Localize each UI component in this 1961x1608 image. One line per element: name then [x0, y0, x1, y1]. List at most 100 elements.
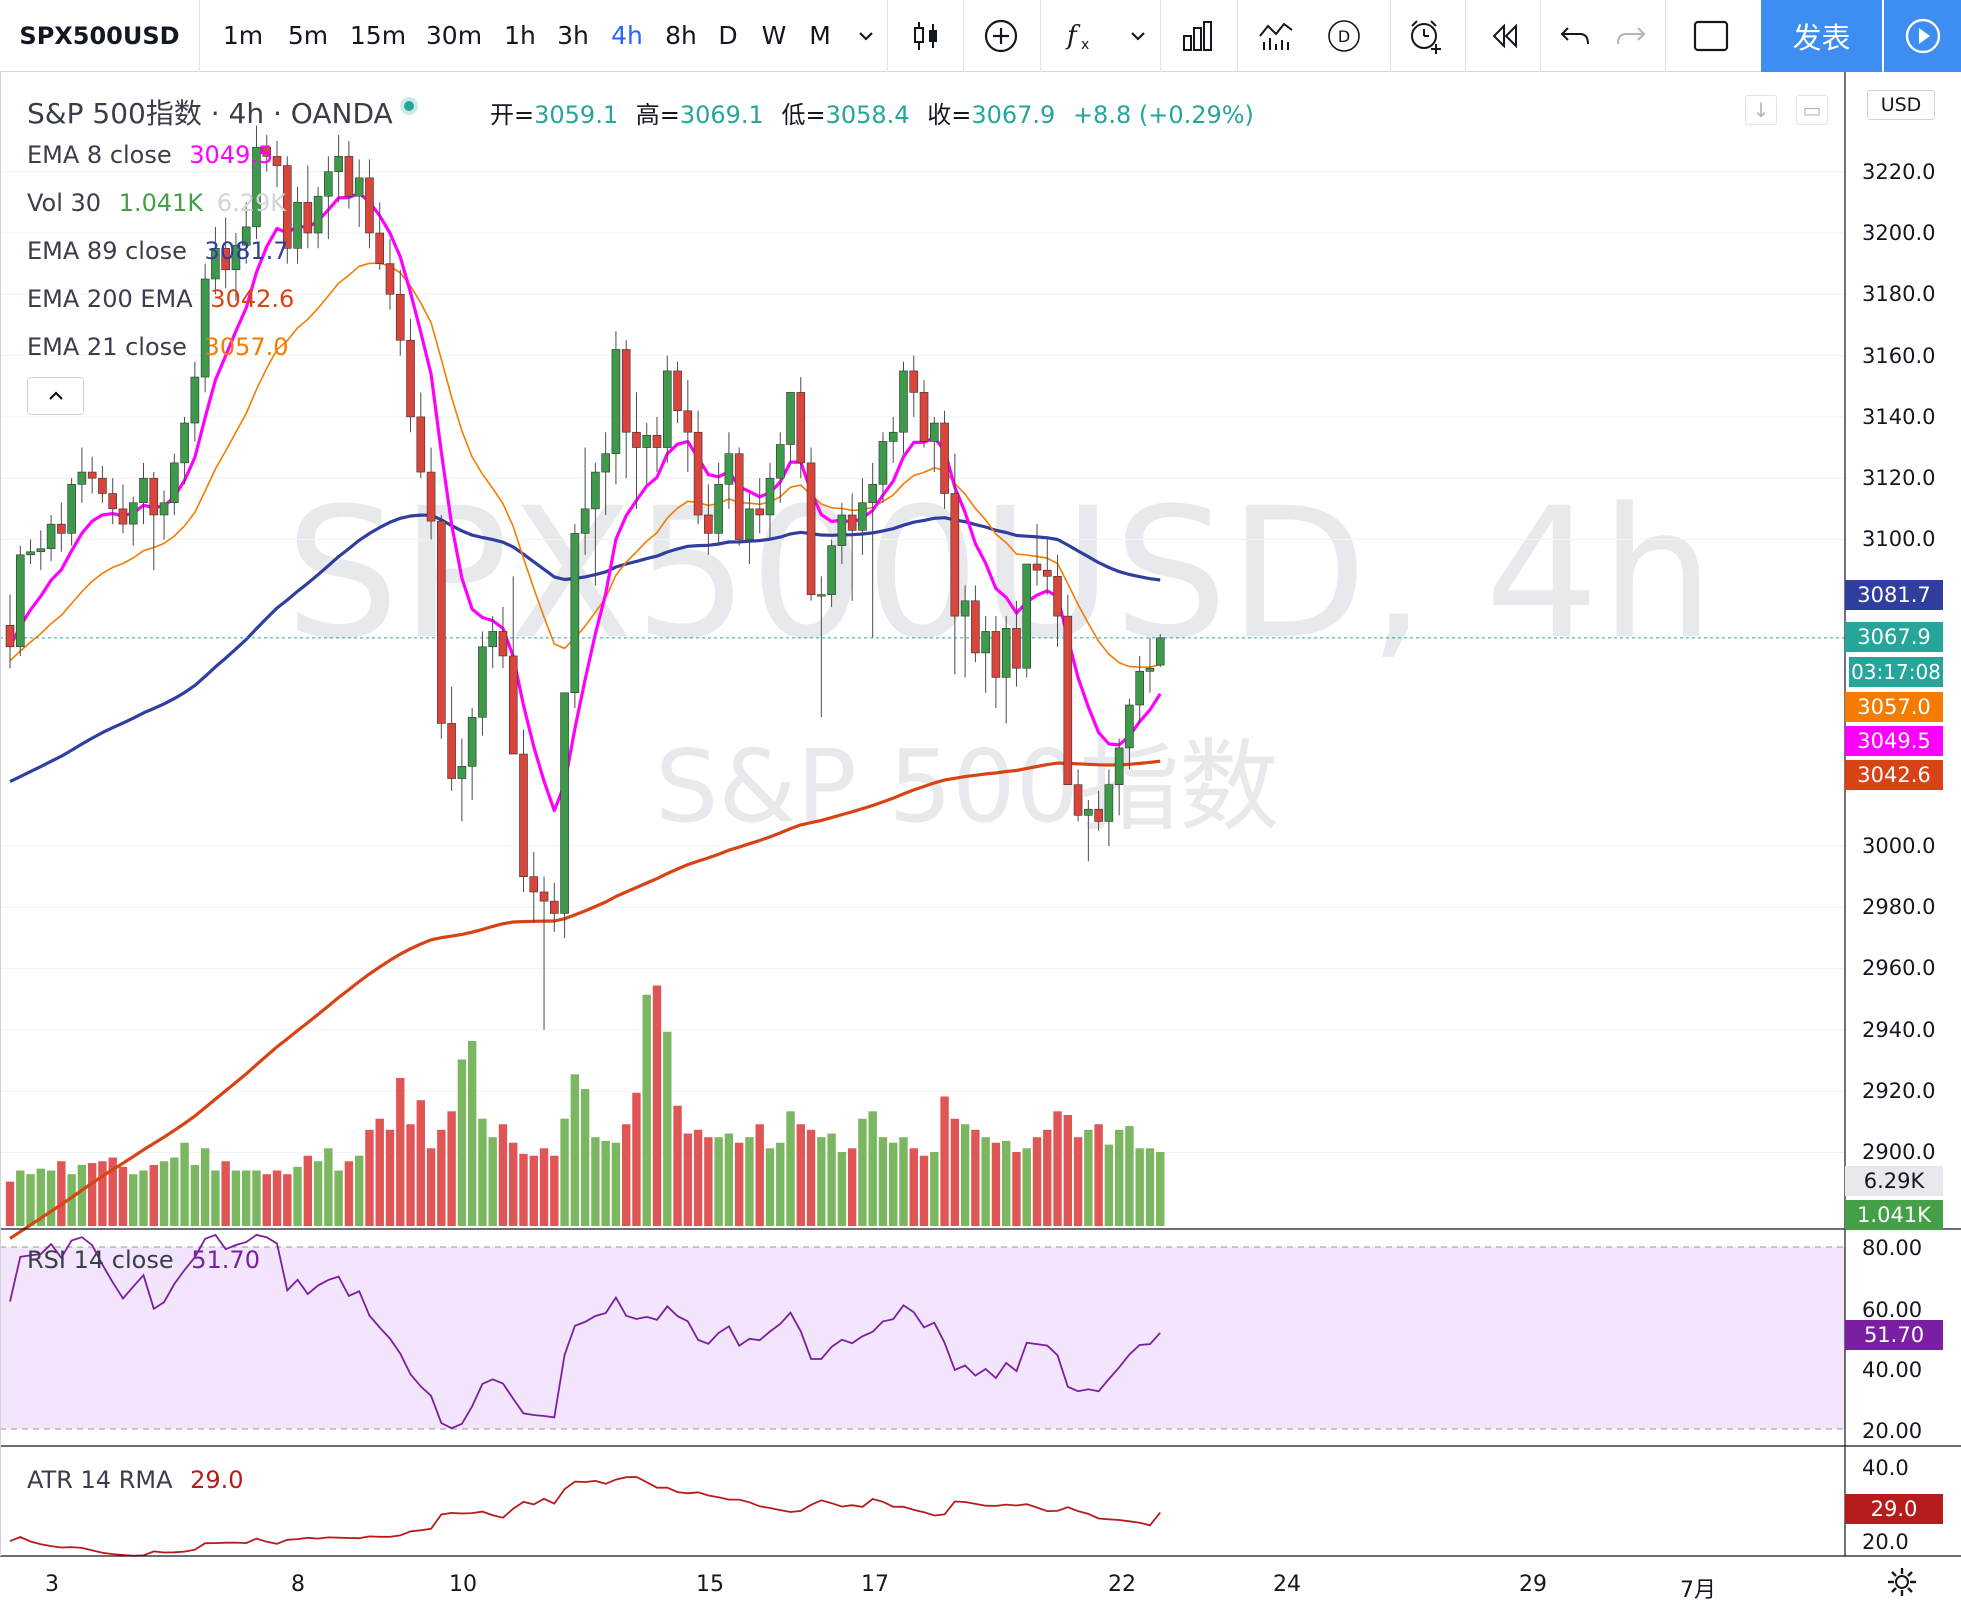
interval-15m[interactable]: 15m: [349, 21, 407, 50]
study-volume[interactable]: Vol 30 1.041K 6.29K: [27, 189, 286, 217]
volume-bar: [930, 1152, 939, 1226]
d-badge-icon[interactable]: D: [1318, 10, 1370, 62]
interval-3h[interactable]: 3h: [557, 21, 589, 50]
volume-bar: [488, 1137, 497, 1226]
study-name: EMA 21 close: [27, 333, 187, 361]
candle-body: [221, 248, 230, 271]
candle: [200, 263, 210, 393]
volume-bar: [899, 1137, 908, 1226]
study-ema89[interactable]: EMA 89 close 3081.7: [27, 237, 289, 265]
volume-bar: [1022, 1148, 1031, 1226]
candle: [252, 125, 261, 240]
time-tick: 15: [696, 1572, 724, 1597]
square-icon[interactable]: [1685, 10, 1737, 62]
candle-body: [1022, 563, 1032, 669]
study-ema200[interactable]: EMA 200 EMA 3042.6: [27, 285, 294, 313]
time-tick: 22: [1108, 1572, 1136, 1597]
undo-icon[interactable]: [1550, 10, 1602, 62]
bar-chart-icon[interactable]: [1172, 10, 1224, 62]
market-open-icon: [400, 97, 418, 115]
volume-bar: [190, 1164, 200, 1226]
arrow-down-icon[interactable]: ↓: [1745, 95, 1777, 125]
publish-button[interactable]: 发表: [1761, 0, 1882, 72]
candle: [395, 269, 405, 356]
candle: [1145, 637, 1155, 693]
volume-bar: [467, 1041, 477, 1226]
volume-bar: [817, 1137, 826, 1226]
currency-badge[interactable]: USD: [1867, 90, 1935, 120]
study-ema21[interactable]: EMA 21 close 3057.0: [27, 333, 289, 361]
interval-1m[interactable]: 1m: [222, 21, 264, 50]
volume-bar: [724, 1133, 734, 1226]
rewind-icon[interactable]: [1478, 10, 1530, 62]
price-tick: 3200.0: [1862, 221, 1936, 245]
candlestick-icon[interactable]: [900, 10, 952, 62]
volume-bar: [776, 1142, 785, 1226]
candle-body: [395, 294, 405, 341]
play-icon[interactable]: [1884, 0, 1961, 72]
candle: [498, 606, 508, 669]
candle: [806, 447, 816, 601]
interval-d[interactable]: D: [718, 21, 738, 50]
ema21-price-label: 3057.0: [1845, 692, 1943, 722]
candle: [519, 729, 528, 892]
candle: [960, 585, 970, 678]
candle-body: [5, 625, 15, 648]
ema-lines: [0, 191, 1845, 1240]
candle: [190, 361, 200, 442]
add-circle-icon[interactable]: [975, 10, 1027, 62]
price-tick: 2940.0: [1862, 1018, 1936, 1042]
interval-4h[interactable]: 4h: [611, 21, 643, 50]
candle-body: [170, 462, 179, 504]
collapse-legend-button[interactable]: [27, 377, 84, 415]
volume-bar: [1073, 1137, 1083, 1226]
price-tick: 2980.0: [1862, 895, 1936, 919]
candle: [231, 233, 241, 301]
settings-gear-icon[interactable]: [1886, 1566, 1918, 1602]
chart-canvas[interactable]: [0, 72, 1961, 1608]
volume-bar: [847, 1148, 857, 1226]
chevron-down-icon[interactable]: [1112, 10, 1164, 62]
volume-bar: [478, 1118, 487, 1226]
top-toolbar: SPX500USD 1m 5m 15m 30m 1h 3h 4h 8h D W …: [0, 0, 1961, 72]
study-name: RSI 14 close: [27, 1246, 174, 1274]
indicator-icon[interactable]: [1250, 10, 1302, 62]
interval-8h[interactable]: 8h: [665, 21, 697, 50]
candle: [1084, 800, 1093, 862]
maximize-pane-icon[interactable]: ▭: [1796, 95, 1828, 125]
interval-5m[interactable]: 5m: [287, 21, 329, 50]
chevron-down-icon[interactable]: [840, 10, 892, 62]
chart-frame: [0, 72, 1961, 1557]
interval-m[interactable]: M: [809, 21, 831, 50]
candle: [734, 447, 744, 546]
volume-bar: [509, 1142, 518, 1226]
candle: [437, 514, 446, 739]
candle: [26, 539, 35, 565]
study-atr[interactable]: ATR 14 RMA 29.0: [27, 1466, 244, 1494]
candle: [159, 490, 169, 540]
study-rsi[interactable]: RSI 14 close 51.70: [27, 1246, 260, 1274]
interval-w[interactable]: W: [761, 21, 787, 50]
interval-1h[interactable]: 1h: [504, 21, 536, 50]
volume-bar: [889, 1142, 898, 1226]
candle: [1053, 554, 1062, 647]
price-tick: 3120.0: [1862, 466, 1936, 490]
alarm-plus-icon[interactable]: [1400, 10, 1452, 62]
volume-bar: [457, 1059, 467, 1226]
series-title[interactable]: S&P 500指数 · 4h · OANDA: [27, 97, 393, 130]
candle-body: [293, 202, 302, 249]
volume-bar: [149, 1164, 158, 1226]
candle-body: [786, 392, 795, 445]
study-ema8[interactable]: EMA 8 close 3049.5: [27, 141, 273, 169]
volume-bar: [242, 1170, 251, 1226]
candle-body: [46, 523, 56, 549]
symbol-search-button[interactable]: SPX500USD: [0, 0, 200, 72]
interval-30m[interactable]: 30m: [425, 21, 483, 50]
redo-icon[interactable]: [1604, 10, 1656, 62]
volume-bar: [796, 1124, 805, 1226]
candle-body: [128, 502, 138, 525]
candle-body: [519, 753, 528, 877]
candle: [180, 416, 189, 485]
candle-body: [899, 370, 908, 433]
